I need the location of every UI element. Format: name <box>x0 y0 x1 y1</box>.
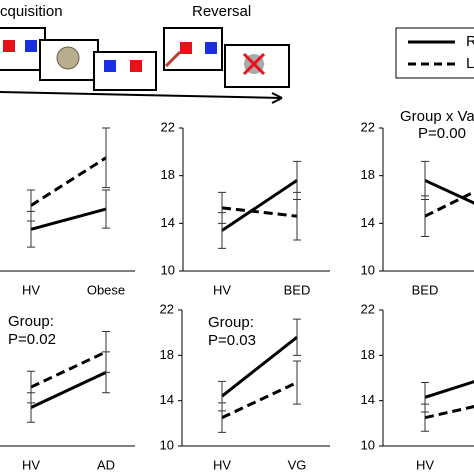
series-line <box>221 206 298 218</box>
x-tick-label: BED <box>412 282 439 297</box>
y-tick-label: 14 <box>160 392 174 407</box>
annotation: Group x Va <box>400 108 474 125</box>
stimulus <box>3 40 15 52</box>
y-tick-label: 10 <box>160 437 174 452</box>
x-tick-label: AD <box>97 457 115 472</box>
series-line <box>30 350 107 389</box>
y-tick-label: 14 <box>361 215 375 230</box>
y-tick-label: 18 <box>361 347 375 362</box>
cross <box>242 52 266 76</box>
x-tick-label: BED <box>284 282 311 297</box>
y-tick-label: 22 <box>361 119 375 134</box>
series-line <box>221 179 298 232</box>
error-bar <box>218 402 226 433</box>
series-line <box>424 179 474 205</box>
x-tick-label: HV <box>213 282 231 297</box>
error-bar <box>27 370 35 404</box>
phase-label: Reversal <box>192 3 251 20</box>
y-tick-label: 22 <box>160 301 174 316</box>
error-bar <box>293 360 301 405</box>
y-tick-label: 18 <box>160 347 174 362</box>
annotation: P=0.02 <box>8 331 56 348</box>
x-tick-label: VG <box>288 457 307 472</box>
stimulus <box>180 42 192 54</box>
x-tick-label: HV <box>416 457 434 472</box>
series-line <box>30 370 107 409</box>
y-tick-label: 18 <box>361 167 375 182</box>
series-line <box>424 380 474 399</box>
error-bar <box>421 403 429 432</box>
annotation: P=0.00 <box>418 125 466 142</box>
error-bar <box>218 191 226 224</box>
error-bar <box>421 195 429 237</box>
series-line <box>30 156 107 207</box>
y-tick-label: 22 <box>161 119 175 134</box>
stimulus <box>104 60 116 72</box>
y-tick-label: 14 <box>361 392 375 407</box>
x-tick-label: HV <box>213 457 231 472</box>
arrow-head <box>271 92 283 104</box>
series-line <box>221 336 298 398</box>
error-bar <box>293 318 301 356</box>
series-line <box>30 207 107 231</box>
series-line <box>424 405 474 420</box>
stimulus <box>130 60 142 72</box>
coin <box>56 46 80 70</box>
stimulus <box>25 40 37 52</box>
error-bar <box>102 127 110 189</box>
annotation: Group: <box>208 314 254 331</box>
legend-box <box>395 27 474 79</box>
legend: R L <box>395 27 474 79</box>
x-tick-label: Obese <box>87 282 125 297</box>
error-bar <box>102 189 110 229</box>
y-tick-label: 10 <box>361 262 375 277</box>
annotation: Group: <box>8 313 54 330</box>
pointer <box>164 50 182 68</box>
legend-label: R <box>466 33 474 50</box>
legend-label: L <box>466 55 474 72</box>
y-tick-label: 14 <box>161 215 175 230</box>
x-tick-label: HV <box>22 282 40 297</box>
trial-box <box>93 51 157 91</box>
error-bar <box>293 191 301 241</box>
y-tick-label: 18 <box>161 167 175 182</box>
time-arrow <box>0 91 283 99</box>
y-tick-label: 22 <box>361 301 375 316</box>
y-tick-label: 10 <box>161 262 175 277</box>
stimulus <box>205 42 217 54</box>
task-diagram: cquisition Reversal <box>0 3 290 104</box>
x-tick-label: HV <box>22 457 40 472</box>
phase-label: cquisition <box>0 3 63 20</box>
annotation: P=0.03 <box>208 332 256 349</box>
error-bar <box>102 331 110 373</box>
y-tick-label: 10 <box>361 437 375 452</box>
error-bar <box>27 189 35 222</box>
